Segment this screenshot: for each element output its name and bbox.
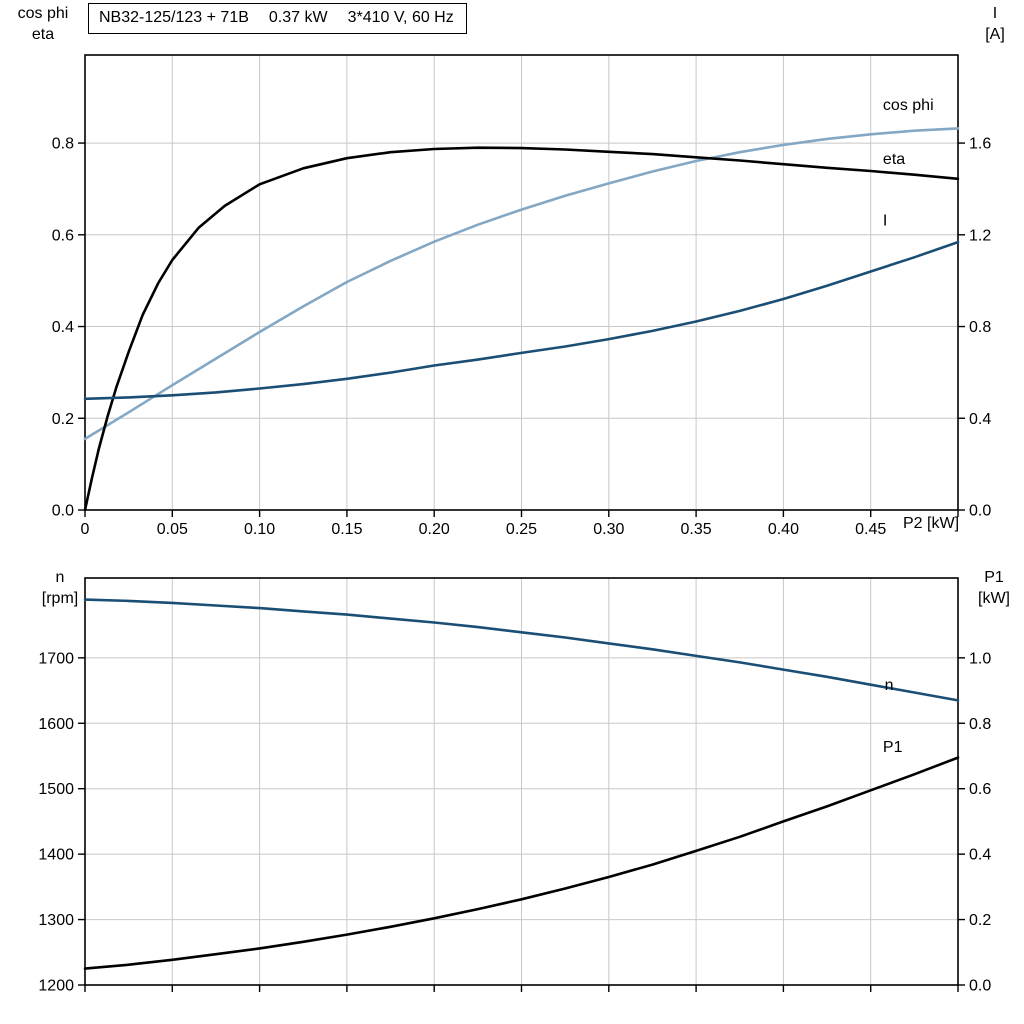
y-right-tick-label: 0.2 [969,912,991,929]
curve-label-i: I [883,213,887,230]
y-left-tick-label: 0.8 [52,136,74,153]
curve-cos-phi [83,127,960,441]
x-tick-label: 0.20 [419,521,450,538]
curve-label-n: n [885,677,894,694]
y-left-tick-label: 1500 [38,781,74,798]
curve-p1 [83,756,960,970]
x-tick-label: 0.05 [157,521,188,538]
x-tick-label: 0.25 [506,521,537,538]
y-right-axis-title-bottom: P1 [kW] [968,567,1020,609]
axis-title-current-unit: [A] [985,26,1005,43]
curve-label-eta: eta [883,151,905,168]
curve-label-cos-phi: cos phi [883,97,934,114]
y-left-tick-label: 1700 [38,650,74,667]
chart-title-box: NB32-125/123 + 71B 0.37 kW 3*410 V, 60 Hz [88,3,467,34]
y-right-tick-label: 1.6 [969,136,991,153]
chart-area-1: 1200 1300 1400 1500 1600 1700 0.0 0.2 0.4 0.6 0.8 1… [38,577,991,995]
curve-n [83,598,960,702]
y-left-tick-label: 1400 [38,847,74,864]
x-tick-label: 0.35 [681,521,712,538]
y-left-tick-label: 0.6 [52,227,74,244]
y-left-tick-label: 1600 [38,716,74,733]
y-right-tick-label: 1.2 [969,227,991,244]
axis-title-speed: n [55,569,65,586]
axis-title-p1-unit: [kW] [978,590,1010,607]
chart-area-0: 0 0.05 0.10 0.15 0.20 0.25 0.30 0.35 0.40 0.45 0.0… [52,54,991,538]
y-left-tick-label: 1200 [38,978,74,995]
x-tick-label: 0.15 [331,521,362,538]
y-left-axis-title-bottom: n [rpm] [28,567,92,609]
axis-title-p1: P1 [984,569,1004,586]
x-tick-label: 0.40 [768,521,799,538]
x-tick-label: 0 [81,521,90,538]
x-axis-title: P2 [kW] [903,515,960,532]
y-left-tick-label: 0.4 [52,319,74,336]
title-power: 0.37 kW [268,9,328,26]
y-left-axis-title-top: cos phi eta [6,3,80,45]
axis-title-speed-unit: [rpm] [41,590,79,607]
title-voltage: 3*410 V, 60 Hz [347,9,454,26]
y-right-axis-title-top: I [A] [972,3,1018,45]
y-right-tick-label: 0.4 [969,847,991,864]
y-right-tick-label: 0.6 [969,781,991,798]
x-tick-label: 0.30 [593,521,624,538]
y-left-tick-label: 0.0 [52,503,74,520]
curve-eta [83,146,960,512]
y-right-tick-label: 0.8 [969,716,991,733]
curve-label-p1: P1 [883,739,903,756]
y-right-tick-label: 0.0 [969,503,991,520]
y-left-tick-label: 1300 [38,912,74,929]
x-tick-label: 0.45 [855,521,886,538]
y-right-tick-label: 1.0 [969,650,991,667]
title-model: NB32-125/123 + 71B [99,9,249,26]
x-tick-label: 0.10 [244,521,275,538]
axis-title-cos-phi: cos phi [17,5,69,22]
axis-title-eta: eta [31,26,55,43]
y-right-tick-label: 0.0 [969,978,991,995]
y-right-tick-label: 0.8 [969,319,991,336]
y-right-tick-label: 0.4 [969,411,991,428]
axis-title-current: I [992,5,998,22]
y-left-tick-label: 0.2 [52,411,74,428]
curve-i [83,240,960,401]
